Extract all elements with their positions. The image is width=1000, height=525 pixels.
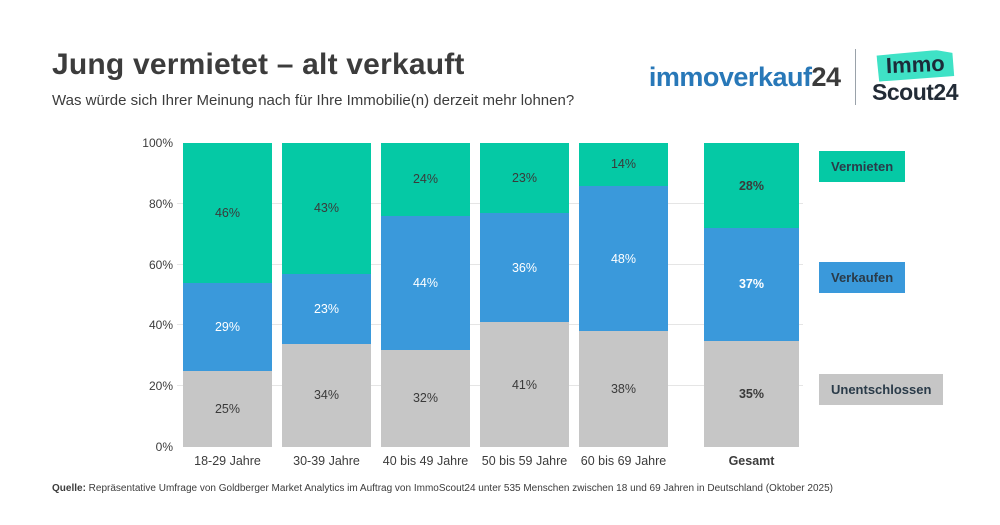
- bar-segment-verkaufen: 36%: [480, 212, 569, 323]
- immoscout24-logo: Immo Scout24: [872, 51, 958, 104]
- bar-segment-unentschlossen: 32%: [381, 349, 470, 447]
- bar-segment-unentschlossen: 38%: [579, 331, 668, 447]
- bar-segment-vermieten: 43%: [282, 143, 371, 274]
- segment-value-label: 43%: [313, 201, 340, 216]
- page-subtitle: Was würde sich Ihrer Meinung nach für Ih…: [52, 92, 575, 109]
- plot-area: 100% 80% 60% 40% 20% 0% 46% 29% 25% 18-29 Jahre 43…: [142, 136, 803, 468]
- immoverkauf24-logo: immoverkauf24: [649, 62, 841, 93]
- segment-value-label: 44%: [412, 275, 439, 290]
- segment-value-label: 29%: [214, 319, 241, 334]
- source-label: Quelle:: [52, 483, 86, 494]
- bar-50-bis-59-jahre: 23% 36% 41% 50 bis 59 Jahre: [480, 143, 569, 468]
- x-axis-label: 50 bis 59 Jahre: [481, 454, 568, 468]
- segment-value-label: 37%: [738, 277, 765, 292]
- logo-divider: [854, 49, 857, 105]
- segment-value-label: 28%: [738, 178, 765, 193]
- segment-value-label: 48%: [610, 251, 637, 266]
- immoscout24-wordmark: Scout24: [872, 78, 958, 105]
- legend-chip-vermieten: Vermieten: [819, 151, 906, 182]
- segment-value-label: 23%: [313, 301, 340, 316]
- bar-18-29-jahre: 46% 29% 25% 18-29 Jahre: [183, 143, 272, 468]
- bar-segment-verkaufen: 37%: [704, 228, 799, 341]
- legend-chip-unentschlossen: Unentschlossen: [819, 374, 944, 405]
- source-note: Quelle: Repräsentative Umfrage von Goldb…: [52, 483, 833, 494]
- y-axis-tick: 20%: [148, 379, 173, 394]
- bar-segment-verkaufen: 23%: [282, 273, 371, 344]
- bar-segment-unentschlossen: 25%: [183, 370, 272, 447]
- y-axis-tick: 60%: [148, 257, 173, 272]
- y-axis-tick: 80%: [148, 196, 173, 211]
- bar-segment-verkaufen: 48%: [579, 185, 668, 332]
- bar-segment-vermieten: 14%: [579, 143, 668, 186]
- segment-value-label: 34%: [313, 388, 340, 403]
- page-title: Jung vermietet – alt verkauft: [52, 48, 465, 81]
- bar-40-bis-49-jahre: 24% 44% 32% 40 bis 49 Jahre: [381, 143, 470, 468]
- bar-segment-vermieten: 28%: [704, 143, 799, 229]
- segment-value-label: 32%: [412, 391, 439, 406]
- segment-value-label: 46%: [214, 205, 241, 220]
- immoscout24-badge-icon: Immo: [876, 49, 954, 81]
- segment-value-label: 23%: [511, 170, 538, 185]
- header: Jung vermietet – alt verkauft Was würde …: [52, 48, 574, 109]
- legend-chip-verkaufen: Verkaufen: [819, 262, 906, 293]
- segment-value-label: 24%: [412, 172, 439, 187]
- source-text: Repräsentative Umfrage von Goldberger Ma…: [85, 483, 833, 494]
- x-axis-label: 40 bis 49 Jahre: [382, 454, 469, 468]
- bar-segment-verkaufen: 44%: [381, 215, 470, 350]
- bar-segment-vermieten: 24%: [381, 143, 470, 216]
- segment-value-label: 35%: [738, 386, 765, 401]
- bar-segment-vermieten: 46%: [183, 143, 272, 283]
- immoverkauf24-wordmark: immoverkauf: [648, 61, 812, 92]
- bar-60-bis-69-jahre: 14% 48% 38% 60 bis 69 Jahre: [579, 143, 668, 468]
- bar-segment-unentschlossen: 35%: [704, 340, 799, 447]
- x-axis-label: 60 bis 69 Jahre: [580, 454, 667, 468]
- bar-segment-unentschlossen: 41%: [480, 322, 569, 447]
- y-axis-tick: 0%: [155, 440, 173, 454]
- segment-value-label: 41%: [511, 377, 538, 392]
- x-axis-label: 30-39 Jahre: [293, 454, 360, 468]
- segment-value-label: 25%: [214, 401, 241, 416]
- x-axis-label: 18-29 Jahre: [194, 454, 261, 468]
- brand-area: immoverkauf24 Immo Scout24: [649, 46, 958, 108]
- segment-value-label: 36%: [511, 260, 538, 275]
- bar-segment-verkaufen: 29%: [183, 282, 272, 371]
- y-axis-tick: 100%: [142, 136, 173, 150]
- x-axis-label: Gesamt: [728, 454, 775, 468]
- y-axis-tick: 40%: [148, 318, 173, 333]
- bar-segment-vermieten: 23%: [480, 143, 569, 213]
- bar-gesamt: 28% 37% 35% Gesamt: [704, 143, 799, 468]
- bar-segment-unentschlossen: 34%: [282, 343, 371, 447]
- segment-value-label: 38%: [610, 382, 637, 397]
- bar-30-39-jahre: 43% 23% 34% 30-39 Jahre: [282, 143, 371, 468]
- immoverkauf24-number: 24: [811, 61, 841, 92]
- segment-value-label: 14%: [610, 157, 637, 172]
